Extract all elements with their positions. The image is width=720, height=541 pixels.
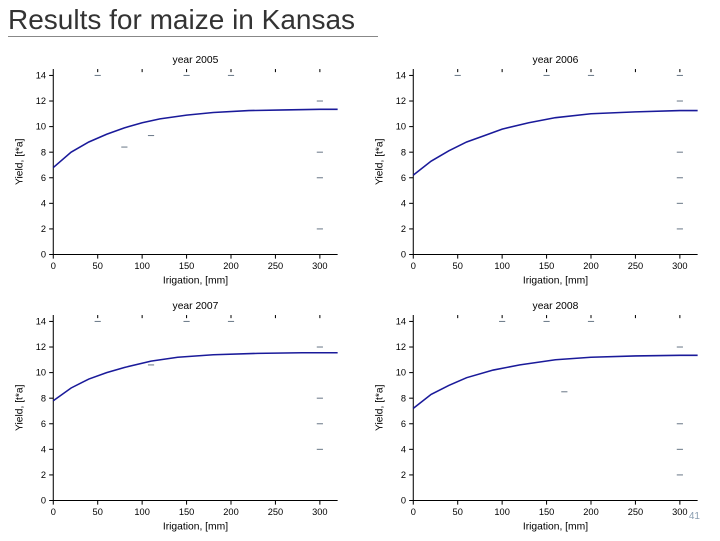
y-axis-label: Yield, [t*a]: [14, 138, 25, 185]
ytick-label: 4: [41, 198, 46, 208]
ytick-label: 14: [36, 316, 46, 326]
y-axis-label: Yield, [t*a]: [14, 384, 25, 431]
ytick-label: 8: [41, 393, 46, 403]
xtick-label: 100: [134, 261, 149, 271]
xtick-label: 300: [672, 507, 687, 517]
xtick-label: 250: [628, 507, 643, 517]
chart-2005: year 2005 0 50 100 150 200 250 300 0 2 4 6 8 10 12 14 Ir…: [10, 48, 350, 290]
chart-2007: year 2007 0 50 100 150 200 250 300 0 2 4 6 8 10 12 14 Ir…: [10, 294, 350, 536]
chart-title-text: year 2008: [533, 301, 579, 312]
xtick-label: 150: [179, 507, 194, 517]
page-title: Results for maize in Kansas: [8, 4, 378, 37]
xtick-label: 200: [583, 507, 598, 517]
ytick-label: 14: [396, 316, 406, 326]
xtick-label: 250: [268, 507, 283, 517]
ytick-label: 12: [396, 342, 406, 352]
xtick-label: 300: [312, 261, 327, 271]
x-axis-label: Irigation, [mm]: [523, 275, 588, 286]
ytick-label: 14: [36, 71, 46, 81]
y-axis-label: Yield, [t*a]: [374, 138, 385, 185]
ytick-label: 6: [41, 419, 46, 429]
xtick-label: 250: [268, 261, 283, 271]
ytick-label: 4: [401, 444, 406, 454]
chart-2008: year 2008 0 50 100 150 200 250 300 0 2 4 6 8 10 12 14 Ir…: [370, 294, 710, 536]
y-axis-label: Yield, [t*a]: [374, 384, 385, 431]
xtick-label: 0: [411, 507, 416, 517]
ytick-label: 2: [401, 470, 406, 480]
yield-curve: [53, 109, 337, 167]
xtick-label: 200: [223, 261, 238, 271]
chart-title-text: year 2007: [173, 301, 219, 312]
ytick-label: 4: [401, 198, 406, 208]
x-axis-label: Irigation, [mm]: [163, 521, 228, 532]
yield-curve: [53, 353, 337, 401]
xtick-label: 150: [539, 507, 554, 517]
ytick-label: 0: [41, 250, 46, 260]
ytick-label: 8: [401, 393, 406, 403]
ytick-label: 2: [401, 224, 406, 234]
ytick-label: 8: [41, 147, 46, 157]
xtick-label: 100: [134, 507, 149, 517]
xtick-label: 200: [583, 261, 598, 271]
ytick-label: 10: [396, 122, 406, 132]
charts-grid: year 200505010015020025030002468101214Ir…: [10, 48, 710, 518]
ytick-label: 6: [41, 173, 46, 183]
ytick-label: 2: [41, 224, 46, 234]
xtick-label: 50: [93, 261, 103, 271]
ytick-label: 2: [41, 470, 46, 480]
xtick-label: 300: [672, 261, 687, 271]
ytick-label: 12: [36, 342, 46, 352]
xtick-label: 300: [312, 507, 327, 517]
xtick-label: 50: [453, 261, 463, 271]
yield-curve: [413, 111, 697, 176]
xtick-label: 0: [411, 261, 416, 271]
xtick-label: 50: [453, 507, 463, 517]
ytick-label: 0: [41, 496, 46, 506]
chart-title-text: year 2006: [533, 55, 579, 66]
chart-2006: year 2006 0 50 100 150 200 250 300 0 2 4 6 8 10 12 14 Ir…: [370, 48, 710, 290]
ytick-label: 10: [36, 368, 46, 378]
ytick-label: 12: [36, 96, 46, 106]
ytick-label: 10: [396, 368, 406, 378]
xtick-label: 0: [51, 507, 56, 517]
ytick-label: 10: [36, 122, 46, 132]
xtick-label: 100: [494, 507, 509, 517]
xtick-label: 150: [179, 261, 194, 271]
xtick-label: 50: [93, 507, 103, 517]
chart-title-text: year 2005: [173, 55, 219, 66]
x-axis-label: Irigation, [mm]: [523, 521, 588, 532]
ytick-label: 4: [41, 444, 46, 454]
xtick-label: 0: [51, 261, 56, 271]
xtick-label: 200: [223, 507, 238, 517]
x-axis-label: Irigation, [mm]: [163, 275, 228, 286]
ytick-label: 12: [396, 96, 406, 106]
ytick-label: 14: [396, 71, 406, 81]
xtick-label: 250: [628, 261, 643, 271]
ytick-label: 6: [401, 173, 406, 183]
ytick-label: 8: [401, 147, 406, 157]
xtick-label: 100: [494, 261, 509, 271]
ytick-label: 0: [401, 250, 406, 260]
xtick-label: 150: [539, 261, 554, 271]
yield-curve: [413, 355, 697, 408]
ytick-label: 6: [401, 419, 406, 429]
ytick-label: 0: [401, 496, 406, 506]
